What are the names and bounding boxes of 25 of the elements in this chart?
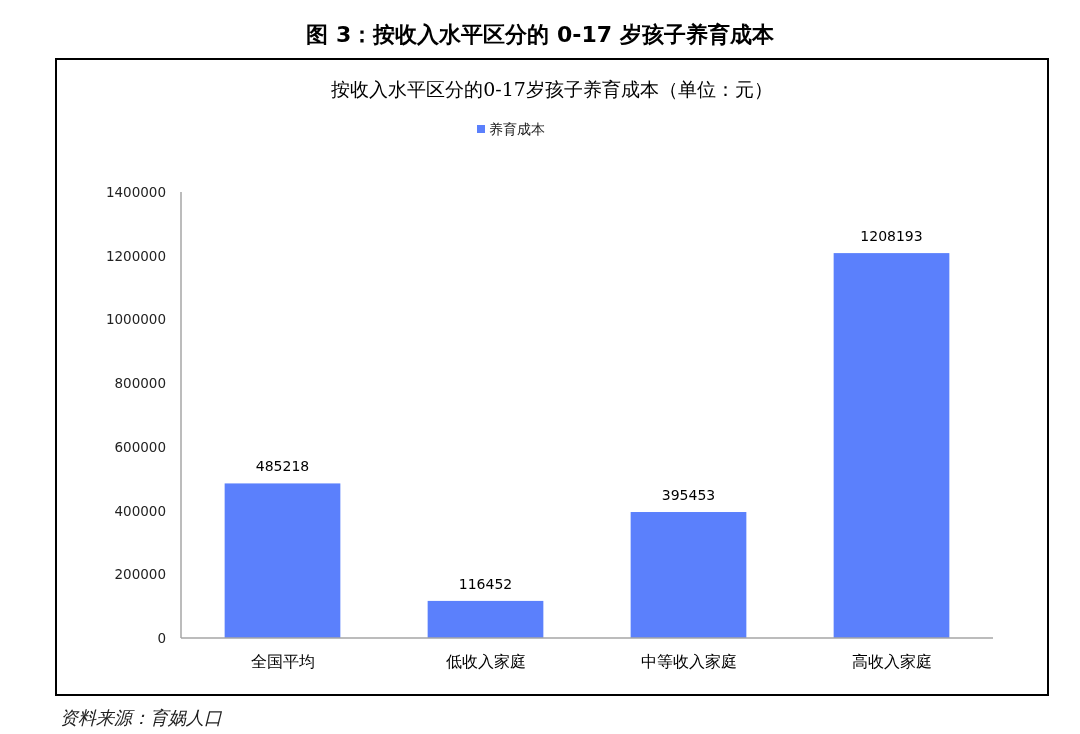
bar: [427, 600, 544, 638]
data-label: 116452: [458, 575, 513, 592]
y-tick-label: 400000: [114, 502, 166, 519]
chart-subtitle: 按收入水平区分的0-17岁孩子养育成本（单位：元）: [331, 78, 773, 100]
y-tick-label: 800000: [114, 375, 166, 392]
legend-label: 养育成本: [489, 121, 545, 137]
data-label: 485218: [255, 458, 310, 475]
x-tick-label: 低收入家庭: [445, 652, 526, 671]
y-tick-label: 600000: [114, 438, 166, 455]
y-tick-label: 1400000: [105, 184, 166, 200]
data-label: 1208193: [860, 228, 923, 245]
bar: [630, 512, 747, 638]
y-tick-label: 0: [157, 630, 166, 646]
y-tick-label: 1200000: [105, 247, 166, 264]
x-tick-label: 高收入家庭: [851, 652, 932, 671]
bar: [833, 253, 950, 638]
chart-title: 图 3：按收入水平区分的 0-17 岁孩子养育成本: [306, 22, 775, 47]
bar: [224, 483, 341, 638]
x-tick-label: 中等收入家庭: [640, 652, 737, 671]
x-tick-label: 全国平均: [250, 652, 315, 671]
data-label: 395453: [661, 487, 716, 504]
legend: 养育成本: [477, 121, 545, 137]
text: 资料来源：育娲人口: [60, 707, 223, 728]
y-tick-label: 1000000: [105, 311, 166, 328]
y-tick-label: 200000: [114, 566, 166, 583]
